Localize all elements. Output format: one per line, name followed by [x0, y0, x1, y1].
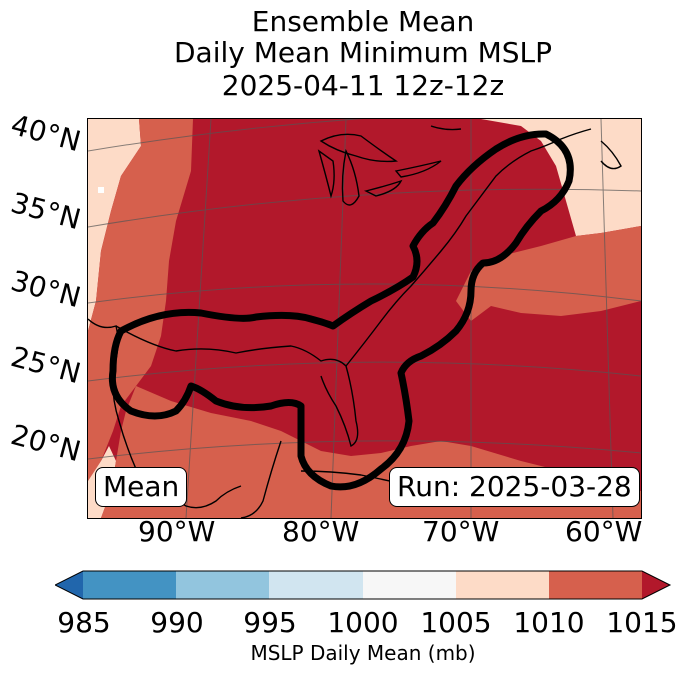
band-1005-1010-west: [88, 119, 141, 331]
coastlines: [88, 125, 622, 518]
lon-label-80w: 80°W: [282, 515, 360, 548]
colorbar: [55, 570, 672, 600]
lat-label-30n: 30°N: [7, 264, 85, 315]
grid-artifact: [98, 187, 104, 193]
colorbar-tick-990: 990: [150, 606, 204, 639]
lat-label-35n: 35°N: [7, 186, 85, 237]
colorbar-tick-1000: 1000: [327, 606, 399, 639]
colorbar-extend-high: [642, 571, 670, 599]
colorbar-tick-995: 995: [243, 606, 297, 639]
colorbar-segment-995-1000: [269, 571, 363, 599]
mean-label-box: Mean: [95, 467, 188, 507]
lat-label-40n: 40°N: [7, 108, 85, 159]
band-1010-1015-east: [456, 226, 641, 321]
title-line-1: Ensemble Mean: [251, 5, 475, 38]
colorbar-segment-985-990: [83, 571, 176, 599]
colorbar-extend-low: [55, 571, 83, 599]
colorbar-outline: [55, 570, 672, 600]
map-panel: [87, 118, 642, 519]
mslp-map: [88, 119, 641, 518]
title-line-2: Daily Mean Minimum MSLP: [173, 36, 552, 69]
lat-label-20n: 20°N: [7, 418, 85, 469]
colorbar-tick-985: 985: [57, 606, 111, 639]
colorbar-segment-1010-1015: [549, 571, 642, 599]
run-date-box: Run: 2025-03-28: [389, 467, 640, 507]
lon-label-90w: 90°W: [138, 515, 216, 548]
colorbar-segment-1000-1005: [363, 571, 456, 599]
colorbar-tick-1010: 1010: [513, 606, 585, 639]
contour-1000mb: [108, 130, 574, 491]
colorbar-segment-990-995: [176, 571, 269, 599]
lon-label-70w: 70°W: [422, 515, 500, 548]
colorbar-tick-1005: 1005: [420, 606, 492, 639]
colorbar-tick-1015: 1015: [606, 606, 678, 639]
lon-label-60w: 60°W: [565, 515, 643, 548]
title-line-3: 2025-04-11 12z-12z: [221, 69, 505, 102]
colorbar-segment-1005-1010: [456, 571, 549, 599]
colorbar-label: MSLP Daily Mean (mb): [250, 641, 476, 665]
band-1005-1010-northeast: [401, 119, 641, 236]
lat-label-25n: 25°N: [7, 340, 85, 391]
